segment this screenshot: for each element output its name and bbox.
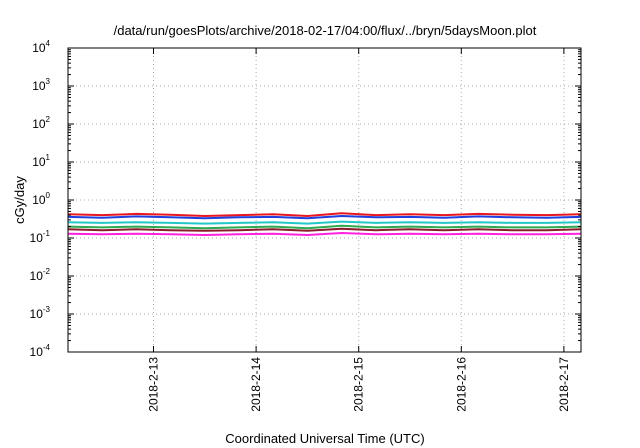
- y-tick-label: 10-3: [30, 305, 51, 321]
- y-tick-label: 103: [32, 77, 50, 93]
- y-tick-label: 102: [32, 115, 50, 131]
- series-line-5: [67, 227, 582, 232]
- x-tick-label: 2018-2-16: [454, 357, 468, 412]
- y-tick-label: 100: [32, 191, 50, 207]
- y-axis-label: cGy/day: [12, 176, 27, 224]
- y-tick-label: 104: [32, 39, 50, 55]
- series-line-6: [67, 232, 582, 236]
- x-axis-label: Coordinated Universal Time (UTC): [225, 431, 424, 446]
- x-tick-label: 2018-2-13: [147, 357, 161, 412]
- grid: [68, 48, 581, 352]
- series-line-2: [67, 215, 582, 220]
- series-line-3: [67, 220, 582, 225]
- y-tick-label: 10-1: [30, 229, 51, 245]
- ticks: 10-4 10-3 10-2 10-1 100 101 102 103 104 2018-2-13…: [30, 39, 581, 412]
- y-tick-label: 101: [32, 153, 50, 169]
- chart-title: /data/run/goesPlots/archive/2018-02-17/0…: [114, 23, 537, 38]
- series-line-1: [67, 212, 582, 217]
- x-tick-label: 2018-2-14: [249, 357, 263, 412]
- series-line-4: [67, 224, 582, 230]
- series-layer: [67, 212, 582, 236]
- x-tick-label: 2018-2-15: [352, 357, 366, 412]
- y-tick-label: 10-4: [30, 343, 51, 359]
- x-tick-label: 2018-2-17: [557, 357, 571, 412]
- y-tick-label: 10-2: [30, 267, 51, 283]
